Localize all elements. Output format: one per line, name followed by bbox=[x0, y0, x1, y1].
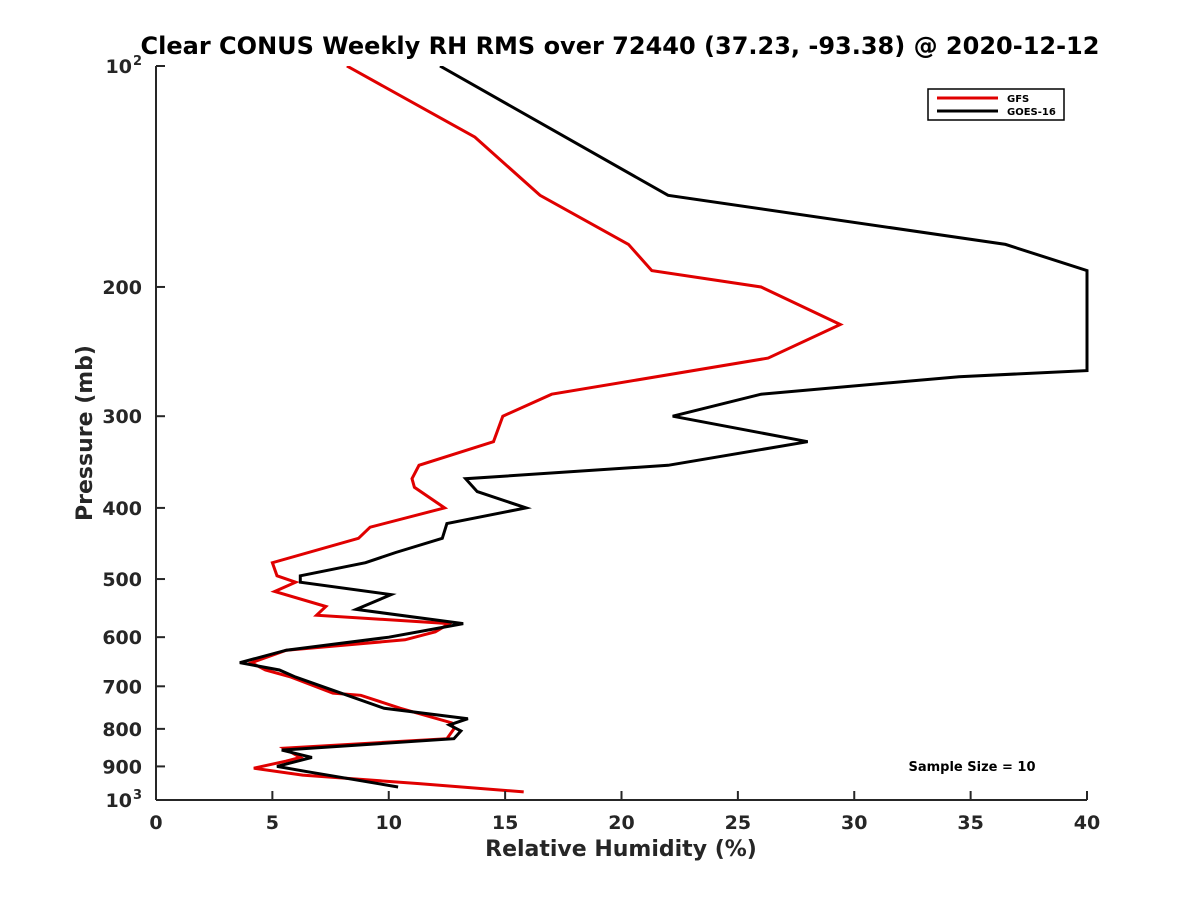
series-layer bbox=[239, 66, 1089, 794]
x-tick-label: 15 bbox=[492, 812, 518, 834]
y-tick-label: 600 bbox=[102, 627, 142, 649]
x-axis-ticks: 0 5 10 15 20 25 30 35 40 bbox=[149, 791, 1100, 834]
sample-size-annotation: Sample Size = 10 bbox=[908, 760, 1035, 775]
series-line-goes-16 bbox=[239, 66, 1089, 789]
legend: GFS GOES-16 bbox=[927, 88, 1065, 121]
x-tick-label: 20 bbox=[608, 812, 634, 834]
legend-entries: GFS GOES-16 bbox=[937, 94, 1056, 118]
legend-label: GFS bbox=[1007, 94, 1029, 105]
x-tick-label: 35 bbox=[957, 812, 983, 834]
y-tick-label: 400 bbox=[102, 498, 142, 520]
x-tick-label: 30 bbox=[841, 812, 867, 834]
y-tick-label: 500 bbox=[102, 569, 142, 591]
y-tick-label: 900 bbox=[102, 756, 142, 778]
legend-label: GOES-16 bbox=[1007, 107, 1056, 118]
x-tick-label: 5 bbox=[266, 812, 279, 834]
chart-title: Clear CONUS Weekly RH RMS over 72440 (37… bbox=[141, 32, 1100, 60]
x-tick-label: 40 bbox=[1074, 812, 1100, 834]
x-tick-label: 25 bbox=[725, 812, 751, 834]
y-tick-label: 300 bbox=[102, 406, 142, 428]
y-tick-label: 700 bbox=[102, 676, 142, 698]
x-tick-label: 10 bbox=[376, 812, 402, 834]
y-tick-exponent: 2 bbox=[133, 54, 142, 69]
y-tick-label: 10 bbox=[106, 56, 132, 78]
y-axis-label: Pressure (mb) bbox=[73, 345, 98, 521]
y-tick-label: 200 bbox=[102, 277, 142, 299]
x-axis-label: Relative Humidity (%) bbox=[485, 837, 757, 862]
y-tick-label: 800 bbox=[102, 719, 142, 741]
x-tick-label: 0 bbox=[149, 812, 162, 834]
y-tick-label: 10 bbox=[106, 790, 132, 812]
legend-box bbox=[927, 88, 1065, 121]
y-tick-exponent: 3 bbox=[133, 788, 142, 803]
